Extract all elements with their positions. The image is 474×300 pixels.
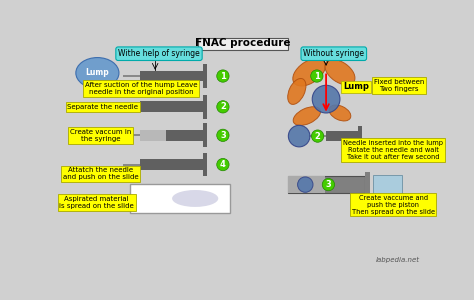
FancyBboxPatch shape	[140, 159, 203, 170]
Ellipse shape	[329, 105, 351, 121]
Circle shape	[312, 85, 340, 113]
FancyBboxPatch shape	[123, 164, 140, 166]
Circle shape	[298, 177, 313, 192]
FancyBboxPatch shape	[130, 184, 230, 213]
Text: Create vaccume and
push the piston
Then spread on the slide: Create vaccume and push the piston Then …	[352, 195, 435, 214]
Text: 2: 2	[315, 132, 320, 141]
FancyBboxPatch shape	[326, 131, 358, 141]
Text: labpedia.net: labpedia.net	[375, 257, 419, 263]
FancyBboxPatch shape	[123, 75, 140, 77]
Text: Separate the needle: Separate the needle	[67, 104, 138, 110]
FancyBboxPatch shape	[124, 103, 135, 104]
Ellipse shape	[76, 58, 119, 88]
Text: 3: 3	[220, 131, 226, 140]
FancyBboxPatch shape	[288, 176, 325, 193]
Text: FNAC procedure: FNAC procedure	[195, 38, 291, 48]
FancyBboxPatch shape	[123, 134, 140, 136]
Circle shape	[217, 158, 229, 171]
Ellipse shape	[288, 79, 306, 104]
FancyBboxPatch shape	[365, 172, 370, 198]
FancyBboxPatch shape	[203, 64, 207, 88]
FancyBboxPatch shape	[140, 130, 166, 141]
Text: 3: 3	[326, 180, 331, 189]
FancyBboxPatch shape	[203, 95, 207, 119]
Ellipse shape	[172, 190, 219, 207]
FancyBboxPatch shape	[203, 124, 207, 147]
Ellipse shape	[293, 107, 320, 125]
Text: Lump: Lump	[85, 68, 109, 77]
Ellipse shape	[325, 59, 355, 85]
Text: Aspirated material
is spread on the slide: Aspirated material is spread on the slid…	[59, 196, 134, 209]
Text: Create vaccum in
the syringe: Create vaccum in the syringe	[70, 129, 131, 142]
FancyBboxPatch shape	[358, 126, 362, 146]
Text: Fixed between
Two fingers: Fixed between Two fingers	[374, 79, 424, 92]
Text: Attatch the needle
and push on the slide: Attatch the needle and push on the slide	[63, 167, 138, 180]
Text: After suction of the hump Leave
needle in the original position: After suction of the hump Leave needle i…	[85, 82, 198, 95]
Text: Without syringe: Without syringe	[303, 49, 365, 58]
FancyBboxPatch shape	[140, 130, 203, 141]
Circle shape	[217, 101, 229, 113]
FancyBboxPatch shape	[288, 176, 365, 193]
Circle shape	[217, 129, 229, 142]
FancyBboxPatch shape	[168, 134, 207, 137]
Ellipse shape	[293, 58, 326, 86]
FancyBboxPatch shape	[168, 163, 207, 167]
FancyBboxPatch shape	[309, 135, 326, 137]
Circle shape	[311, 130, 324, 142]
Text: Lump: Lump	[343, 82, 369, 91]
FancyBboxPatch shape	[168, 74, 207, 78]
Text: Withe help of syringe: Withe help of syringe	[118, 49, 200, 58]
Circle shape	[288, 125, 310, 147]
FancyBboxPatch shape	[140, 70, 203, 81]
FancyBboxPatch shape	[126, 109, 135, 111]
Circle shape	[322, 178, 335, 191]
Text: 4: 4	[220, 160, 226, 169]
FancyBboxPatch shape	[198, 38, 288, 50]
Circle shape	[217, 70, 229, 82]
FancyBboxPatch shape	[168, 105, 207, 109]
Text: 1: 1	[220, 71, 226, 80]
Text: Needle inserted into the lump
Rotate the needle and wait
Take it out after few s: Needle inserted into the lump Rotate the…	[343, 140, 443, 160]
FancyBboxPatch shape	[341, 134, 362, 138]
Text: 2: 2	[220, 102, 226, 111]
FancyBboxPatch shape	[123, 106, 135, 108]
Circle shape	[310, 70, 323, 82]
FancyBboxPatch shape	[203, 153, 207, 176]
Text: 1: 1	[314, 71, 320, 80]
FancyBboxPatch shape	[140, 101, 203, 112]
FancyBboxPatch shape	[373, 175, 402, 195]
